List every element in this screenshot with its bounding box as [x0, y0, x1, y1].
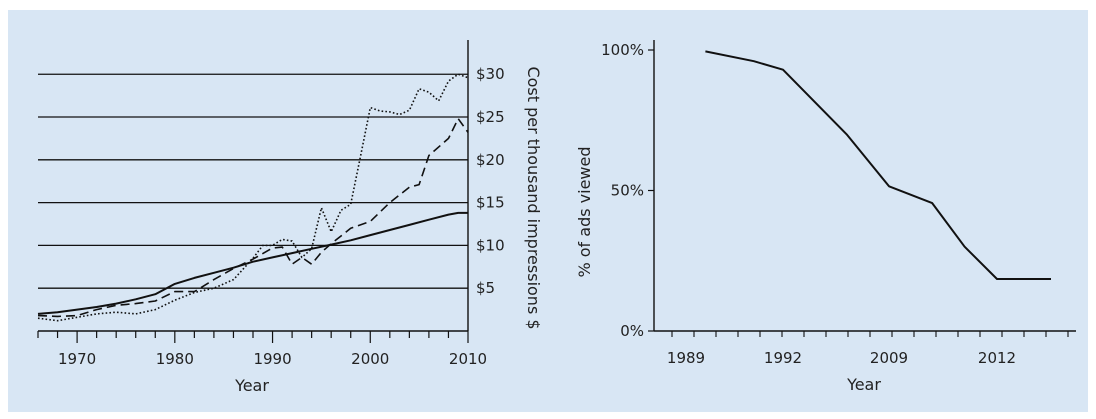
ads-viewed-x-tick-label: 2009 [870, 349, 908, 367]
ads-viewed-x-tick-label: 1989 [667, 349, 705, 367]
ads-viewed-y-tick-label: 50% [611, 182, 644, 200]
ads-viewed-y-axis-label: % of ads viewed [575, 146, 594, 277]
cpm-series-dotted [37, 73, 469, 322]
cpm-y-tick-label: $15 [476, 194, 505, 212]
cpm-x-tick-label: 1970 [58, 350, 96, 368]
cpm-x-tick-label: 1990 [253, 350, 291, 368]
cpm-y-tick-label: $25 [476, 108, 505, 126]
ads-viewed-series [705, 50, 1051, 280]
cpm-y-tick-label: $30 [476, 65, 505, 83]
ads-viewed-chart: 1989 1992 2009 2012 0% 50% 100% Year % of ads… [575, 40, 1076, 394]
cpm-x-tick-label: 2010 [449, 350, 487, 368]
cpm-x-tick-label: 1980 [156, 350, 194, 368]
ads-viewed-x-ticks: 1989 1992 2009 2012 [667, 331, 1069, 367]
cpm-y-tick-label: $20 [476, 151, 505, 169]
cpm-y-tick-label: $10 [476, 236, 505, 254]
ads-viewed-y-ticks: 0% 50% 100% [601, 41, 654, 340]
chart-background [8, 10, 1088, 412]
ads-viewed-y-tick-label: 100% [601, 41, 644, 59]
ads-viewed-x-axis-label: Year [846, 375, 881, 394]
cpm-x-ticks: 1970 1980 1990 2000 2010 [37, 331, 487, 368]
ads-viewed-axes [653, 40, 1076, 332]
ads-viewed-x-tick-label: 2012 [978, 349, 1016, 367]
cpm-y-ticks: $5 $10 $15 $20 $25 $30 [476, 65, 505, 297]
cpm-chart: 1970 1980 1990 2000 2010 $5 $10 $15 $20 $25 $30 Y… [37, 40, 543, 395]
cpm-series-solid [37, 211, 468, 315]
ads-viewed-series-line [705, 50, 1051, 280]
cpm-y-axis-label: Cost per thousand impressions $ [524, 66, 543, 329]
cpm-series [37, 73, 469, 322]
cpm-y-tick-label: $5 [476, 279, 495, 297]
cpm-gridlines [38, 73, 468, 289]
ads-viewed-x-tick-label: 1992 [764, 349, 802, 367]
cpm-x-tick-label: 2000 [351, 350, 389, 368]
ads-viewed-y-tick-label: 0% [620, 322, 644, 340]
cpm-series-dashed [37, 117, 469, 318]
cpm-x-axis-label: Year [234, 376, 269, 395]
